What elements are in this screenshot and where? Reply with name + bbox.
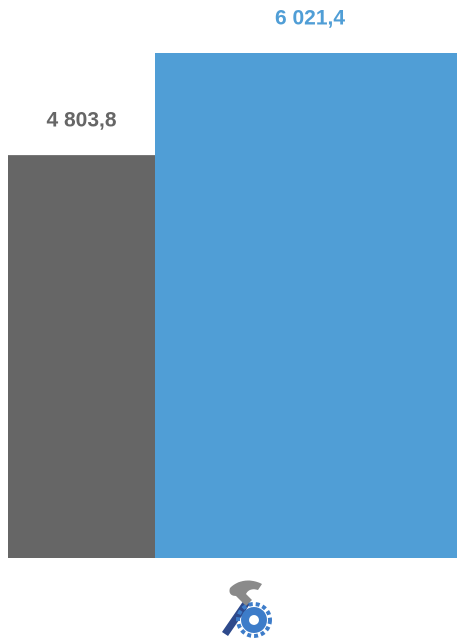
tool-icon <box>222 580 272 638</box>
bar <box>155 53 457 558</box>
bar <box>8 155 155 558</box>
value-label: 4 803,8 <box>46 109 116 132</box>
value-label: 6 021,4 <box>275 7 345 30</box>
